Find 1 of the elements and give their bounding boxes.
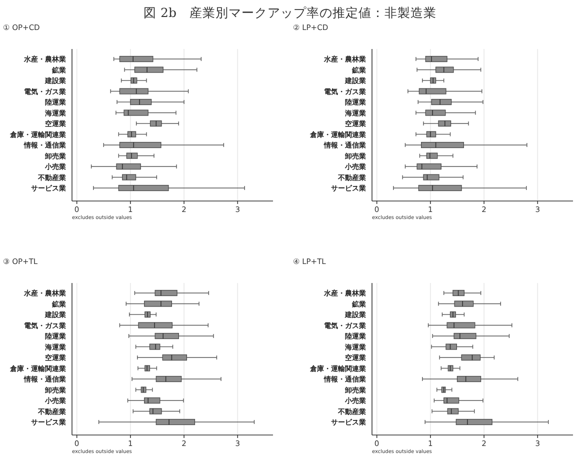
chart-title: 図 2b 産業別マークアップ率の推定値：非製造業 (144, 5, 436, 20)
